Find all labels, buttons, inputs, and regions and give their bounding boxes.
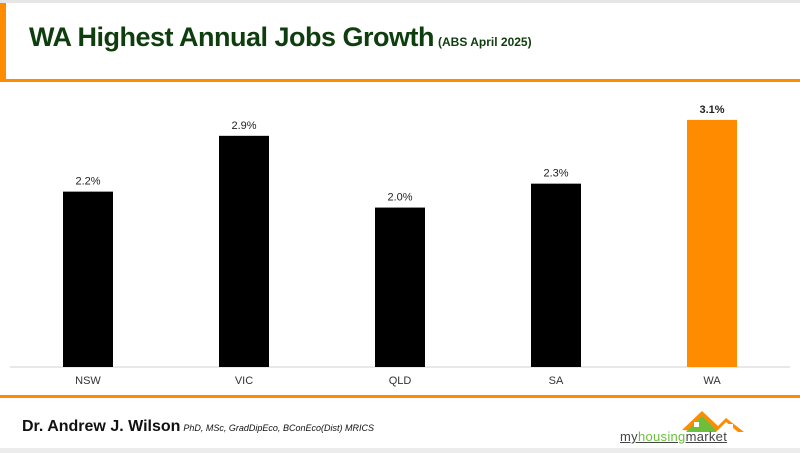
author: Dr. Andrew J. Wilson PhD, MSc, GradDipEco… [22, 418, 374, 436]
bar-vic [219, 135, 269, 367]
bar-nsw [63, 191, 113, 367]
data-label: 2.0% [387, 192, 412, 204]
data-label: 2.3% [543, 168, 568, 180]
data-label: 3.1% [699, 104, 724, 116]
bar-sa [531, 183, 581, 367]
bar-wa [687, 119, 737, 367]
header-divider [0, 79, 800, 82]
page-title: WA Highest Annual Jobs Growth (ABS April … [29, 22, 532, 53]
data-label: 2.9% [231, 120, 256, 132]
x-tick-label: QLD [389, 375, 412, 387]
x-tick-label: SA [549, 375, 564, 387]
logo-part: market [685, 429, 728, 444]
logo-part: housing [637, 429, 686, 444]
x-tick-label: VIC [235, 375, 253, 387]
bar-qld [375, 207, 425, 367]
footer-divider [0, 395, 800, 398]
logo-text: myhousingmarket [620, 429, 727, 444]
author-name: Dr. Andrew J. Wilson [22, 418, 181, 435]
bar-chart: 2.2% NSW 2.9% VIC 2.0% QLD 2.3% SA 3.1% WA [10, 104, 790, 387]
title-text: WA Highest Annual Jobs Growth [29, 22, 435, 52]
x-tick-label: WA [703, 375, 721, 387]
logo-part: my [620, 429, 638, 444]
subtitle: (ABS April 2025) [438, 35, 532, 49]
x-tick-label: NSW [75, 375, 101, 387]
top-border [0, 0, 800, 3]
data-label: 2.2% [75, 176, 100, 188]
house-logo-icon [682, 411, 744, 432]
bottom-border [0, 448, 800, 453]
author-credentials: PhD, MSc, GradDipEco, BConEco(Dist) MRIC… [183, 423, 374, 433]
accent-bar [0, 3, 6, 81]
